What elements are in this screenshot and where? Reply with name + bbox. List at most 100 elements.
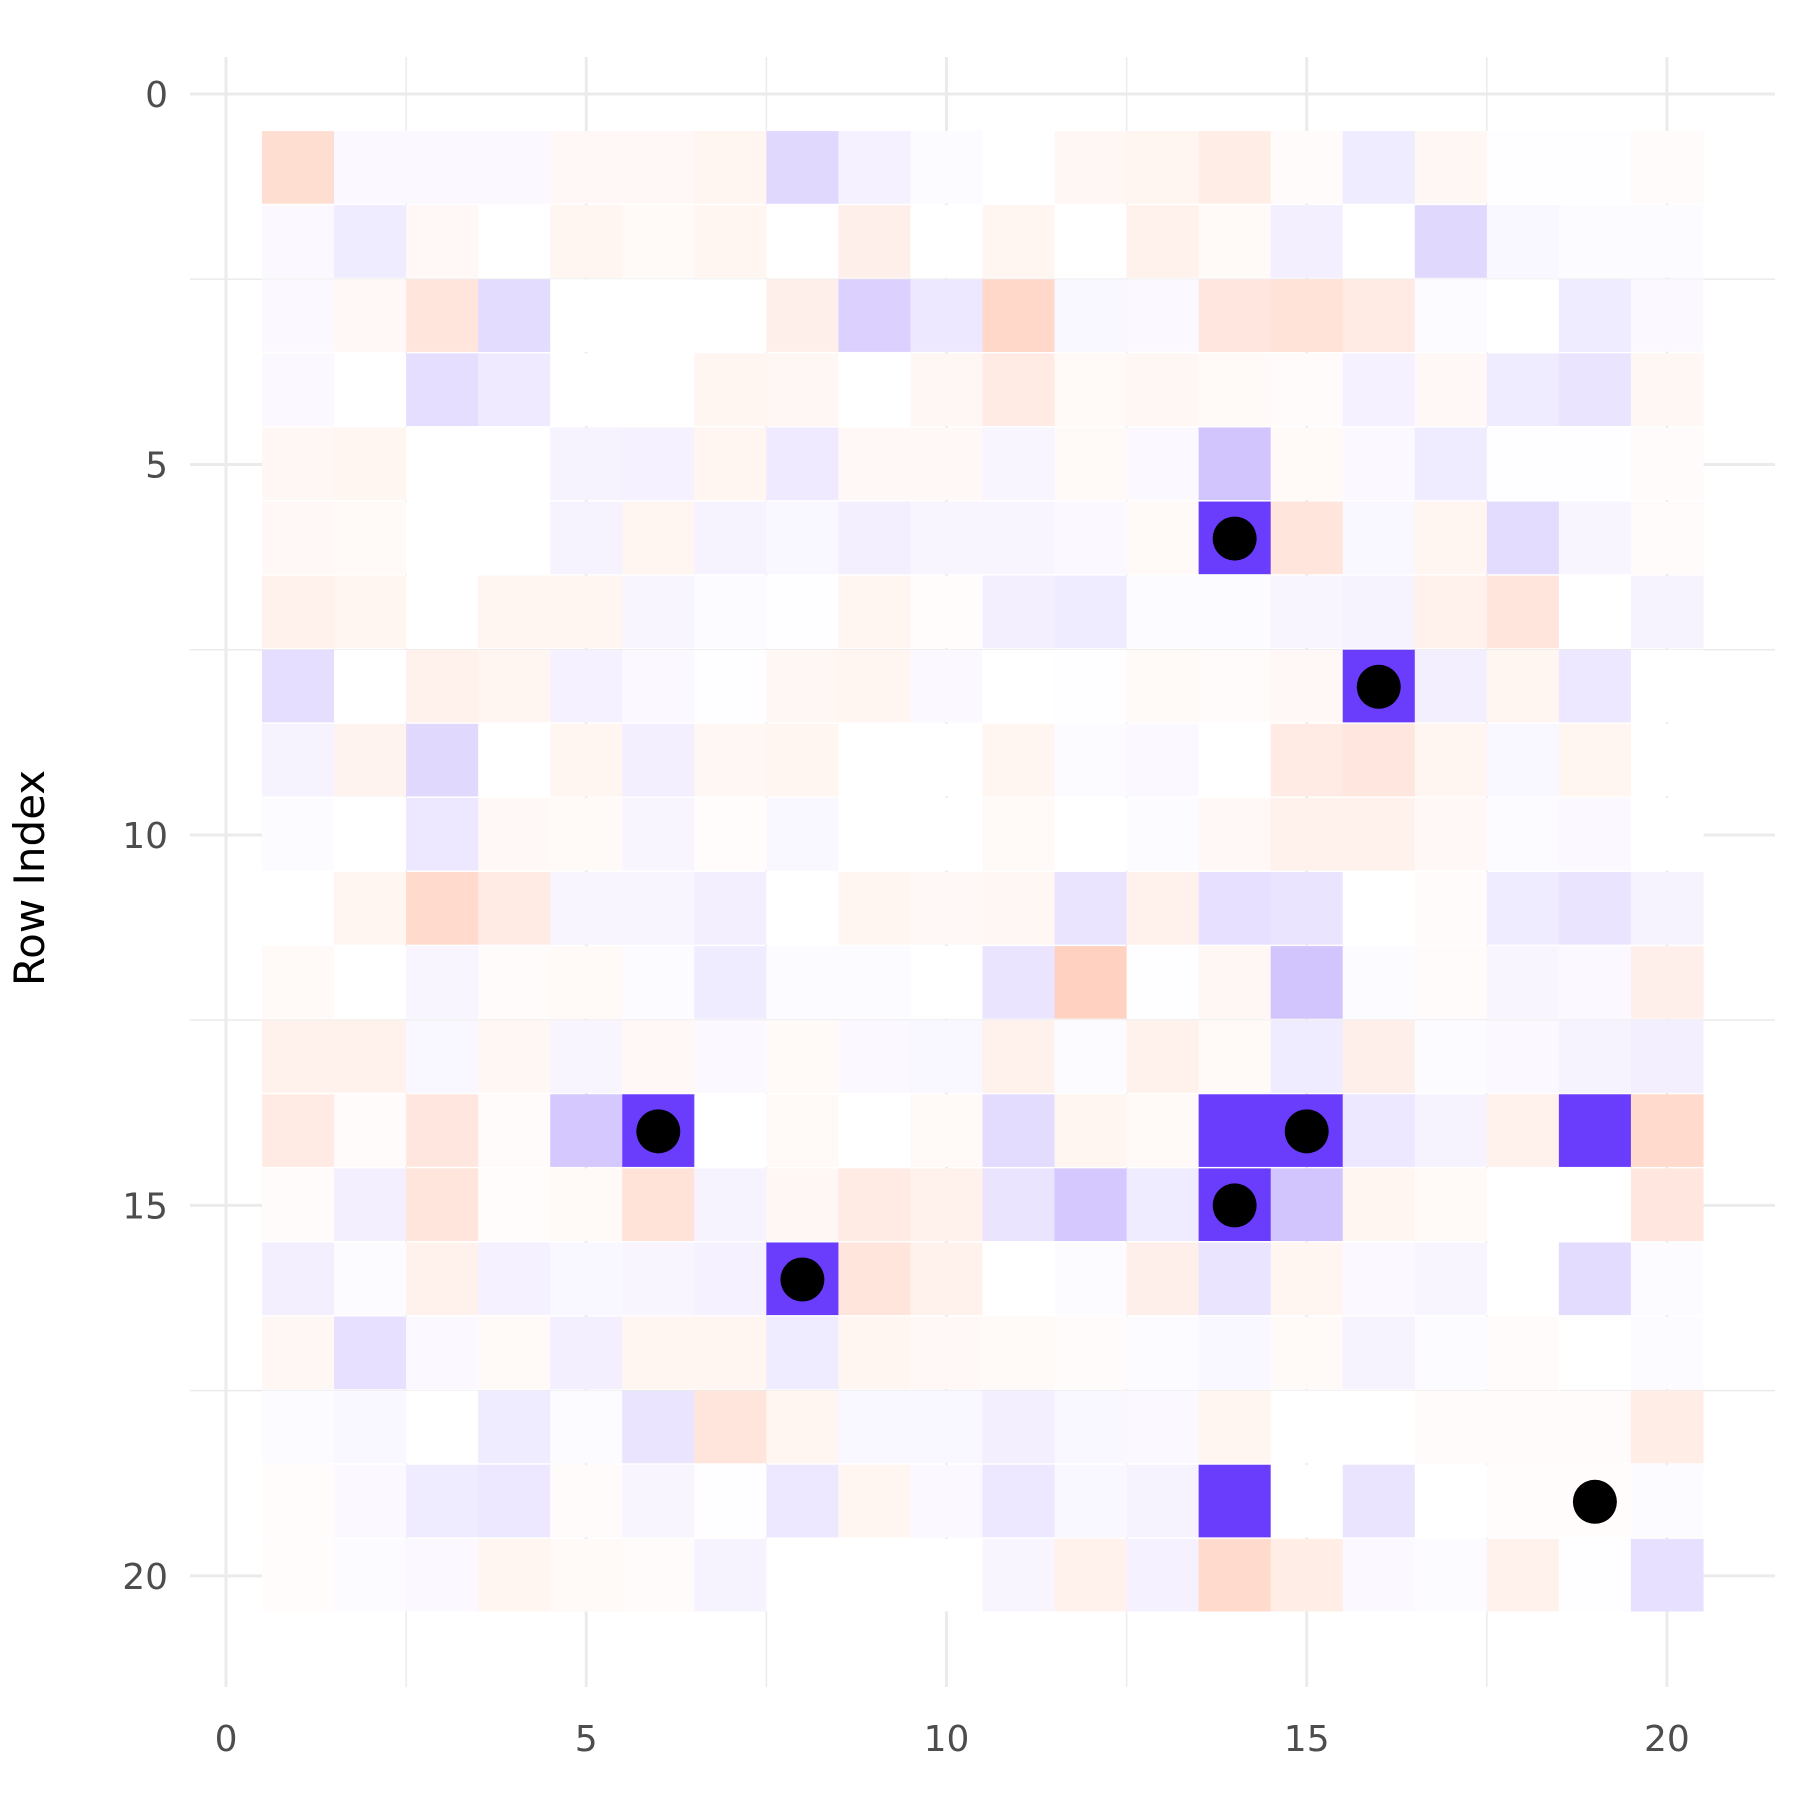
heatmap-cell (1198, 1464, 1272, 1538)
heatmap-cell (622, 501, 695, 575)
heatmap-cell (982, 1094, 1056, 1167)
heatmap-cell (1270, 946, 1344, 1019)
heatmap-cell (622, 279, 695, 352)
heatmap-cell (1126, 1168, 1200, 1242)
heatmap-cell (1054, 1538, 1128, 1612)
heatmap-cell (262, 1316, 335, 1390)
heatmap-cell (478, 946, 551, 1019)
heatmap-cell (622, 1168, 695, 1242)
heatmap-cell (478, 1390, 551, 1464)
heatmap-cell (1126, 1464, 1200, 1538)
x-tick-label: 5 (575, 1719, 598, 1760)
heatmap-cell (262, 575, 335, 649)
heatmap-cell (1270, 872, 1344, 945)
y-axis-title: Row Index (5, 770, 54, 986)
heatmap-cell (910, 501, 984, 575)
data-point (1284, 1109, 1329, 1154)
heatmap-cell (982, 501, 1056, 575)
heatmap-cell (838, 1168, 912, 1242)
heatmap-cell (262, 501, 335, 575)
heatmap-cell (1198, 131, 1272, 204)
heatmap-cell (1414, 872, 1488, 945)
heatmap-cell (1198, 1390, 1272, 1464)
heatmap-cell (910, 1168, 984, 1242)
heatmap-cell (1270, 131, 1344, 204)
heatmap-cell (1630, 872, 1704, 945)
heatmap-cell (406, 946, 479, 1019)
heatmap-cell (1198, 205, 1272, 278)
heatmap-cell (982, 1316, 1056, 1390)
heatmap-cell (1486, 1168, 1560, 1242)
heatmap-cell (334, 797, 407, 871)
heatmap-cell (1414, 1242, 1488, 1316)
heatmap-cell (694, 872, 767, 945)
heatmap-cell (1414, 501, 1488, 575)
heatmap-cell (910, 279, 984, 352)
heatmap-cell (910, 1020, 984, 1093)
heatmap-cell (1270, 1242, 1344, 1316)
heatmap-cell (1630, 1538, 1704, 1612)
heatmap-cell (766, 575, 840, 649)
heatmap-cell (982, 1242, 1056, 1316)
heatmap-cell (550, 723, 623, 797)
heatmap-cell (1342, 205, 1416, 278)
heatmap-cell (1486, 1094, 1560, 1167)
heatmap-cell (478, 1168, 551, 1242)
heatmap-cell (622, 723, 695, 797)
heatmap-cell (262, 279, 335, 352)
heatmap-cell (1630, 1316, 1704, 1390)
heatmap-cell (406, 353, 479, 427)
heatmap-cell (406, 427, 479, 501)
heatmap-cell (478, 205, 551, 278)
heatmap-cell (1054, 1168, 1128, 1242)
heatmap-cell (694, 353, 767, 427)
heatmap-cell (334, 1390, 407, 1464)
heatmap-cell (262, 131, 335, 204)
heatmap-cell (982, 279, 1056, 352)
heatmap-cell (622, 353, 695, 427)
heatmap-cell (1342, 723, 1416, 797)
heatmap-cell (1342, 1464, 1416, 1538)
heatmap-cell (262, 797, 335, 871)
heatmap-cell (1270, 1316, 1344, 1390)
heatmap-cell (1486, 797, 1560, 871)
heatmap-cell (838, 1538, 912, 1612)
heatmap-cell (1270, 797, 1344, 871)
heatmap-cell (910, 575, 984, 649)
heatmap-cell (478, 872, 551, 945)
heatmap-cell (1630, 1168, 1704, 1242)
heatmap-cell (262, 723, 335, 797)
heatmap-cell (1414, 279, 1488, 352)
heatmap-cell (1630, 797, 1704, 871)
heatmap-cell (622, 649, 695, 723)
heatmap-cell (334, 575, 407, 649)
heatmap-cell (1198, 797, 1272, 871)
heatmap-cell (1414, 1538, 1488, 1612)
heatmap-cell (1198, 723, 1272, 797)
heatmap-cell (1630, 1464, 1704, 1538)
heatmap-cell (334, 1538, 407, 1612)
heatmap-cell (406, 723, 479, 797)
heatmap-cell (838, 1390, 912, 1464)
heatmap-cell (910, 205, 984, 278)
heatmap-cell (1054, 575, 1128, 649)
heatmap-cell (838, 1094, 912, 1167)
heatmap-cell (1054, 1020, 1128, 1093)
heatmap-cell (406, 1020, 479, 1093)
heatmap-cell (1558, 1316, 1632, 1390)
heatmap-cell (1270, 353, 1344, 427)
heatmap-cell (694, 205, 767, 278)
x-tick-label: 0 (215, 1719, 238, 1760)
heatmap-cell (694, 279, 767, 352)
heatmap-cell (1126, 1094, 1200, 1167)
heatmap-cell (1630, 353, 1704, 427)
heatmap-cell (1342, 1094, 1416, 1167)
heatmap-cell (1342, 1316, 1416, 1390)
heatmap-cell (1558, 1168, 1632, 1242)
heatmap-cell (1558, 872, 1632, 945)
heatmap-cell (622, 427, 695, 501)
heatmap-cell (766, 723, 840, 797)
heatmap-cell (550, 649, 623, 723)
heatmap-cell (1054, 1390, 1128, 1464)
heatmap-cell (406, 1390, 479, 1464)
